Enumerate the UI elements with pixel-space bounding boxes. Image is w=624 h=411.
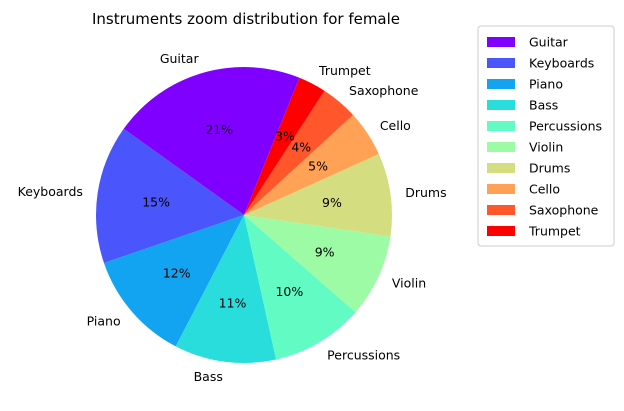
legend: Guitar Keyboards Piano Bass Percussions Violi… (477, 25, 615, 247)
legend-swatch-guitar (487, 37, 515, 47)
category-label-piano: Piano (87, 314, 121, 329)
category-label-trumpet: Trumpet (318, 63, 371, 78)
pie-slice-keyboards (96, 128, 244, 263)
category-label-percussions: Percussions (327, 347, 400, 362)
legend-label-trumpet: Trumpet (528, 224, 581, 239)
legend-label-piano: Piano (529, 77, 563, 92)
pie-slice-bass (175, 215, 277, 363)
percentage-label-piano: 12% (163, 265, 191, 280)
pie-slice-cello (244, 114, 379, 215)
legend-label-drums: Drums (529, 161, 570, 176)
pie-slice-drums (244, 153, 393, 237)
category-label-drums: Drums (405, 185, 446, 200)
legend-label-saxophone: Saxophone (529, 203, 599, 218)
pie-slice-violin (244, 215, 391, 313)
percentage-label-violin: 9% (315, 245, 335, 260)
category-label-bass: Bass (194, 369, 223, 384)
legend-swatch-piano (487, 79, 515, 89)
legend-label-percussions: Percussions (529, 119, 602, 134)
percentage-label-drums: 9% (322, 195, 342, 210)
percentage-label-saxophone: 4% (291, 140, 311, 155)
chart-title: Instruments zoom distribution for female (92, 10, 400, 28)
percentage-label-cello: 5% (308, 159, 328, 174)
pie-slice-percussions (244, 215, 356, 360)
percentage-label-keyboards: 15% (142, 195, 170, 210)
legend-label-bass: Bass (529, 98, 558, 113)
legend-swatch-violin (487, 142, 515, 152)
legend-swatch-bass (487, 100, 515, 110)
legend-swatch-saxophone (487, 205, 515, 215)
legend-label-cello: Cello (529, 182, 560, 197)
percentage-label-trumpet: 3% (275, 129, 295, 144)
legend-swatch-cello (487, 184, 515, 194)
category-label-violin: Violin (392, 276, 426, 291)
legend-swatch-keyboards (487, 58, 515, 68)
legend-swatch-drums (487, 163, 515, 173)
legend-label-violin: Violin (529, 140, 563, 155)
pie-slice-piano (103, 215, 245, 347)
percentage-label-percussions: 10% (275, 284, 303, 299)
legend-swatch-percussions (487, 121, 515, 131)
category-label-guitar: Guitar (160, 51, 200, 66)
percentage-label-guitar: 21% (205, 122, 233, 137)
category-label-cello: Cello (380, 118, 411, 133)
pie-slice-guitar (123, 67, 300, 215)
percentage-label-bass: 11% (219, 296, 247, 311)
legend-swatch-trumpet (487, 226, 515, 236)
percentage-labels: 21% 15% 12% 11% 10% 9% 9% 5% 4%3% (142, 122, 342, 310)
legend-label-guitar: Guitar (529, 35, 569, 50)
category-label-saxophone: Saxophone (349, 83, 419, 98)
category-label-keyboards: Keyboards (18, 184, 83, 199)
pie-slice-saxophone (244, 90, 354, 215)
legend-label-keyboards: Keyboards (529, 56, 594, 71)
category-labels: Guitar Keyboards Piano Bass Percussions Violi… (18, 51, 447, 384)
pie-slice-trumpet (244, 77, 325, 215)
pie-slices (96, 67, 393, 363)
